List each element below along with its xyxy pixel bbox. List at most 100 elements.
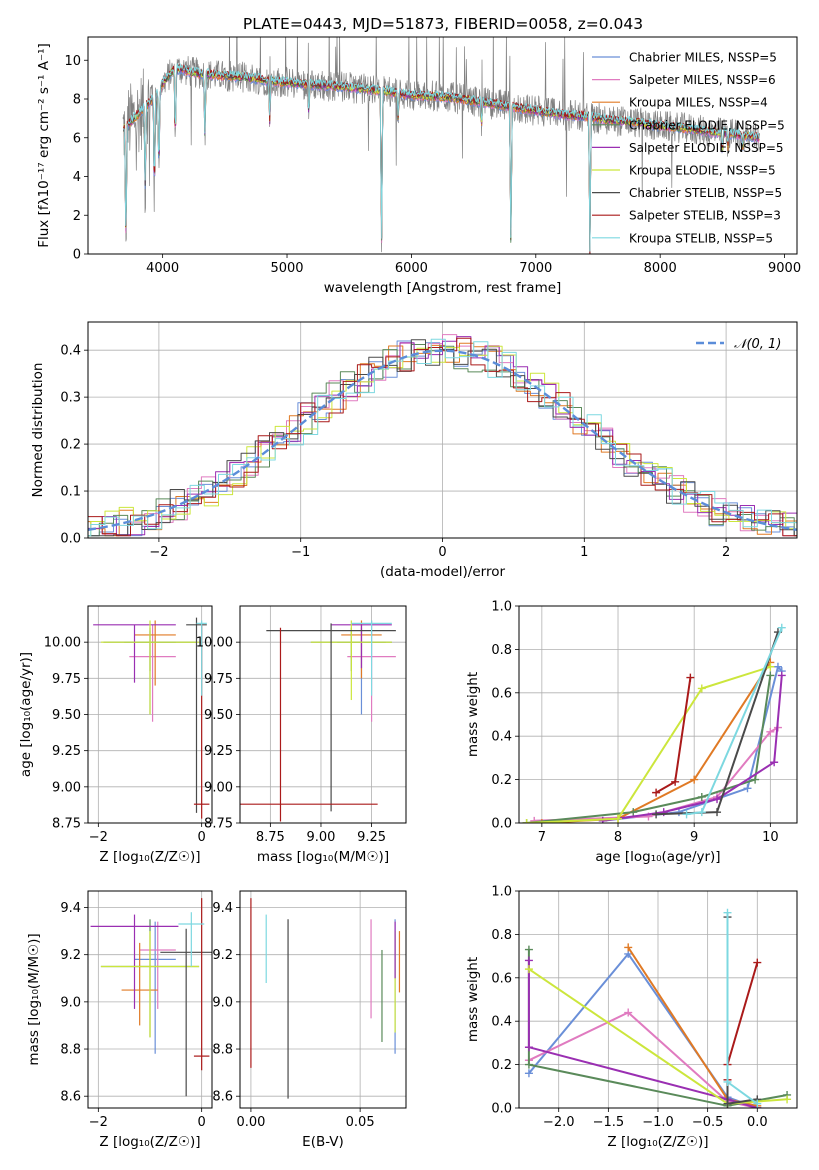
massweight_vs_Z-xtick-label: −1.0	[642, 1115, 674, 1130]
observed-spectrum-line	[122, 37, 760, 253]
age_vs_Z-ytick-label: 8.75	[52, 817, 81, 832]
spectrum-ylabel: Flux [fλ10⁻¹⁷ erg cm⁻² s⁻¹ A⁻¹]	[36, 43, 52, 248]
massweight-line-salpeter-miles	[528, 1011, 758, 1108]
massweight_vs_Z-xlabel: Z [log₁₀(Z/Z☉)]	[607, 1134, 708, 1150]
legend-label-salpeter-elodie: Salpeter ELODIE, NSSP=5	[629, 141, 784, 155]
massweight-marker-salpeter-stelib	[686, 673, 695, 682]
model-spectrum-chabrier-stelib	[123, 64, 760, 254]
massweight_vs_age-ytick-label: 0.6	[491, 686, 512, 701]
age_vs_mass-xtick-label: 8.75	[256, 830, 285, 845]
massweight-marker-chabrier-elodie	[524, 1060, 533, 1069]
mass_vs_Z-xtick-label: 0	[198, 1115, 206, 1130]
residual-histogram-chabrier-stelib	[88, 339, 797, 537]
mass_vs_Z-ytick-label: 8.8	[60, 1043, 81, 1058]
spectrum-ytick-label: 8	[73, 93, 81, 108]
residuals-xlabel: (data-model)/error	[380, 564, 506, 580]
legend-label-chabrier-stelib: Chabrier STELIB, NSSP=5	[629, 186, 782, 200]
spectrum-xtick-label: 6000	[395, 261, 428, 276]
spectrum-xtick-label: 9000	[768, 261, 801, 276]
age_vs_Z-xlabel: Z [log₁₀(Z/Z☉)]	[99, 849, 200, 865]
spectrum-plot-area	[122, 37, 760, 254]
age_vs_mass-xtick-label: 9.00	[306, 830, 335, 845]
massweight_vs_Z-ytick-label: 0.0	[491, 1102, 512, 1117]
massweight_vs_Z-xtick-label: −1.5	[593, 1115, 625, 1130]
model-spectrum-chabrier-miles	[123, 68, 760, 254]
massweight_vs_age-ytick-label: 0.4	[491, 730, 512, 745]
massweight_vs_Z-axes: −2.0 −1.5 −1.0 −0.5 0.0 0.0 0.2 0.4 0.6 0.8 1.0 Z […	[465, 885, 798, 1150]
massweight-marker-chabrier-stelib	[713, 808, 722, 817]
massweight-line-chabrier-miles	[528, 952, 758, 1108]
spectrum-xtick-label: 7000	[519, 261, 552, 276]
mass_vs_EBV-ytick-label: 9.0	[212, 995, 233, 1010]
mass_vs_EBV-ytick-label: 9.4	[212, 901, 233, 916]
massweight-marker-chabrier-stelib	[723, 1099, 732, 1108]
massweight_vs_age-frame	[518, 605, 798, 824]
age_vs_Z-ytick-label: 10.00	[44, 636, 81, 651]
mass_vs_Z-xtick-label: −2	[89, 1115, 108, 1130]
residuals-ytick-label: 0.0	[60, 532, 81, 547]
massweight-marker-kroupa-elodie	[522, 819, 531, 823]
mass_vs_EBV-ytick-label: 8.8	[212, 1043, 233, 1058]
residuals-plot-area	[88, 334, 797, 537]
massweight-marker-chabrier-miles	[743, 784, 752, 793]
legend-label-kroupa-elodie: Kroupa ELODIE, NSSP=5	[629, 164, 776, 178]
massweight-marker-salpeter-stelib	[671, 777, 680, 786]
massweight_vs_age-plot-area	[522, 623, 786, 823]
legend-label-salpeter-miles: Salpeter MILES, NSSP=6	[629, 73, 776, 87]
mass_vs_Z-xlabel: Z [log₁₀(Z/Z☉)]	[99, 1134, 200, 1150]
age_vs_mass-ytick-label: 10.00	[196, 636, 233, 651]
massweight-marker-chabrier-stelib	[652, 810, 661, 819]
legend-label-normal: 𝒩(0, 1)	[734, 337, 781, 352]
age_vs_mass-xlabel: mass [log₁₀(M/M☉)]	[257, 849, 389, 865]
mass_vs_Z-frame	[87, 890, 213, 1109]
massweight_vs_Z-ytick-label: 0.6	[491, 971, 512, 986]
mass_vs_EBV-plot-area	[250, 898, 401, 1099]
legend-label-chabrier-elodie: Chabrier ELODIE, NSSP=5	[629, 118, 785, 132]
massweight-marker-salpeter-elodie	[770, 758, 779, 767]
massweight-marker-chabrier-elodie	[697, 792, 706, 801]
massweight_vs_Z-xtick-label: −0.5	[692, 1115, 724, 1130]
age_vs_Z-ylabel: age [log₁₀(age/yr)]	[18, 652, 34, 777]
spectrum-ytick-label: 2	[73, 209, 81, 224]
massweight_vs_Z-xtick-label: −2.0	[543, 1115, 575, 1130]
spectrum-ytick-label: 10	[64, 54, 81, 69]
massweight-marker-kroupa-stelib	[682, 810, 691, 819]
residuals-xtick-label: −1	[291, 545, 310, 560]
massweight-marker-kroupa-elodie	[766, 662, 775, 671]
residuals-xtick-label: 2	[722, 545, 730, 560]
massweight-marker-salpeter-elodie	[598, 816, 607, 823]
massweight_vs_Z-ytick-label: 0.8	[491, 928, 512, 943]
spectrum-xlabel: wavelength [Angstrom, rest frame]	[324, 280, 562, 296]
spectrum-ytick-label: 0	[73, 248, 81, 263]
massweight_vs_age-xlabel: age [log₁₀(age/yr)]	[595, 849, 720, 865]
massweight_vs_Z-ylabel: mass weight	[465, 957, 481, 1042]
massweight-marker-kroupa-elodie	[524, 965, 533, 974]
massweight_vs_age-ytick-label: 1.0	[491, 600, 512, 615]
residual-histogram-kroupa-stelib	[88, 338, 797, 537]
legend-label-salpeter-stelib: Salpeter STELIB, NSSP=3	[629, 209, 781, 223]
massweight-marker-kroupa-miles	[624, 943, 633, 952]
age_vs_Z-ytick-label: 9.75	[52, 672, 81, 687]
age_vs_Z-ytick-label: 9.50	[52, 708, 81, 723]
age_vs_mass-ytick-label: 9.25	[204, 744, 233, 759]
massweight-marker-kroupa-stelib	[723, 908, 732, 917]
massweight_vs_age-xtick-label: 9	[690, 830, 698, 845]
residuals-xtick-label: 1	[580, 545, 588, 560]
massweight-marker-kroupa-stelib	[777, 623, 786, 632]
massweight-line-chabrier-stelib	[656, 631, 779, 816]
mass_vs_Z-ylabel: mass [log₁₀(M/M☉)]	[26, 933, 42, 1065]
residuals-ytick-label: 0.1	[60, 485, 81, 500]
legend-label-kroupa-miles: Kroupa MILES, NSSP=4	[629, 96, 768, 110]
spectrum-ytick-label: 6	[73, 131, 81, 146]
massweight-marker-kroupa-elodie	[783, 1095, 792, 1104]
massweight-marker-salpeter-miles	[766, 727, 775, 736]
residuals-xtick-label: 0	[438, 545, 446, 560]
massweight-line-salpeter-stelib	[655, 677, 692, 794]
massweight-marker-kroupa-miles	[537, 819, 546, 823]
massweight-marker-salpeter-elodie	[713, 795, 722, 804]
mass_vs_EBV-ytick-label: 9.2	[212, 948, 233, 963]
age_vs_Z-ytick-label: 9.00	[52, 780, 81, 795]
age_vs_Z-axes: −2 0 8.75 9.00 9.25 9.50 9.75 10.00 Z [log₁₀(Z/Z…	[18, 605, 213, 865]
residuals-ytick-label: 0.4	[60, 344, 81, 359]
